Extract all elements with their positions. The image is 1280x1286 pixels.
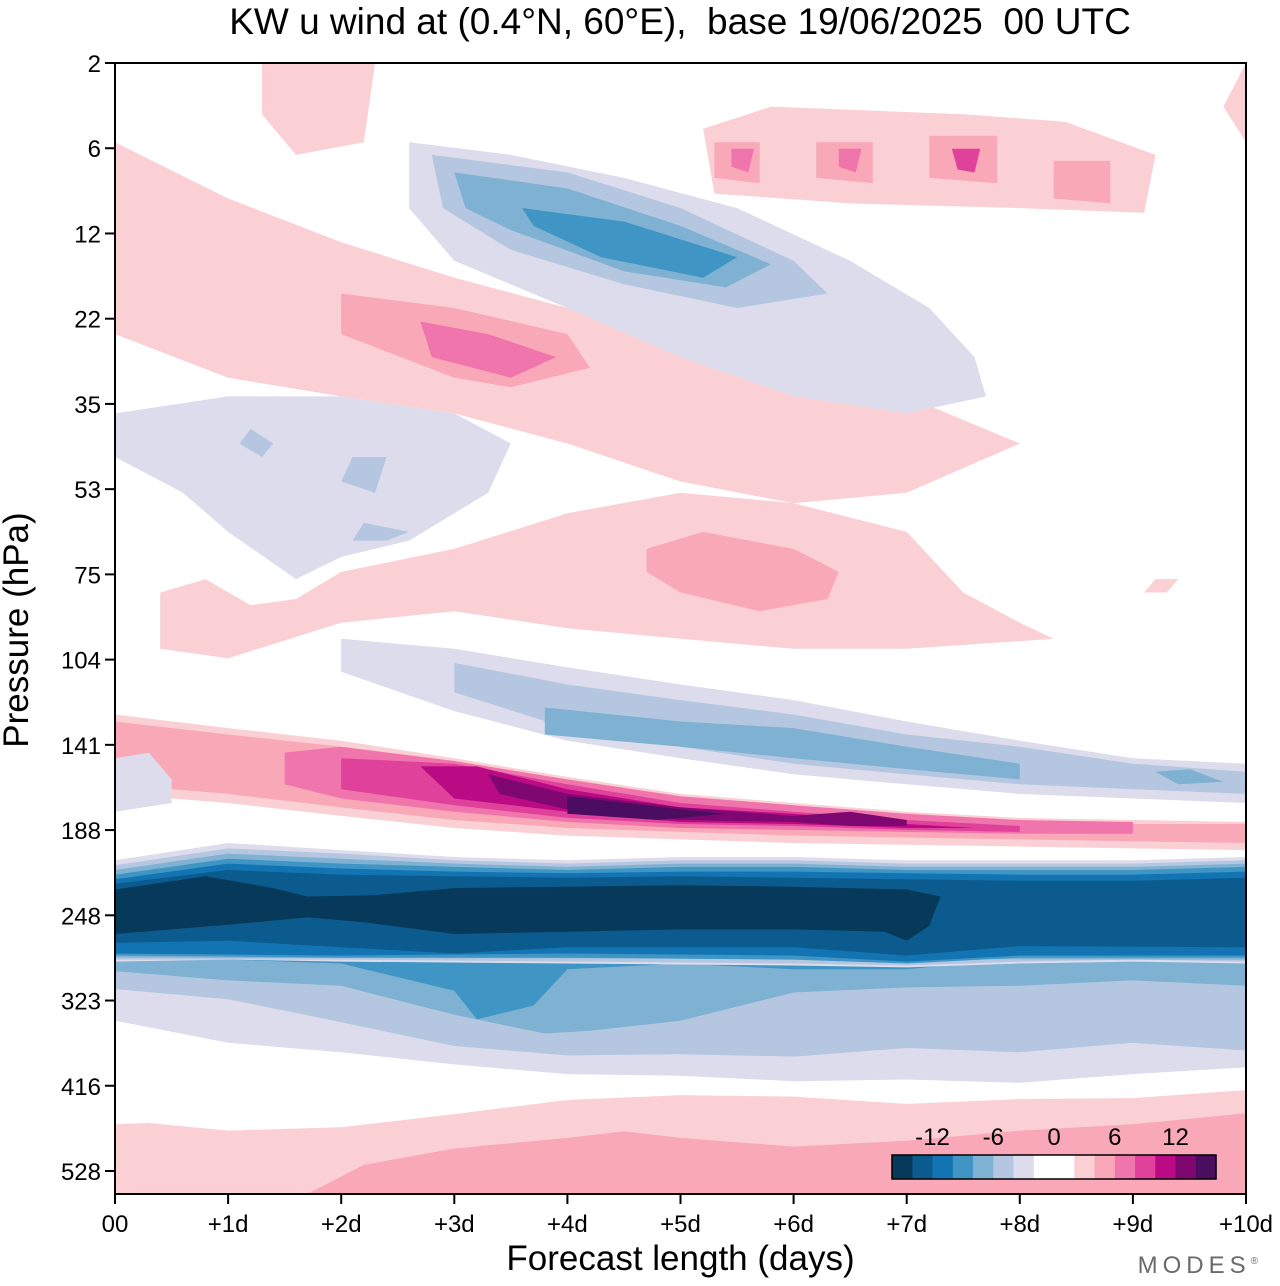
- legend-label: 12: [1162, 1124, 1189, 1151]
- y-tick-label: 2: [88, 51, 101, 78]
- legend-label: 6: [1108, 1124, 1121, 1151]
- y-tick-label: 22: [74, 307, 101, 334]
- y-tick-label: 141: [61, 733, 101, 760]
- contour-band: [341, 457, 387, 493]
- contour-band: [544, 707, 1020, 780]
- legend-swatch: [1195, 1155, 1217, 1179]
- y-tick-label: 104: [61, 648, 101, 675]
- x-tick-label: +9d: [1113, 1211, 1154, 1238]
- contour-band: [420, 321, 557, 378]
- legend-swatch: [973, 1155, 994, 1179]
- x-axis-label: Forecast length (days): [506, 1239, 855, 1278]
- legend-swatch: [932, 1155, 954, 1179]
- contour-band: [624, 809, 647, 816]
- x-tick-label: 00: [102, 1211, 129, 1238]
- contour-band: [838, 148, 862, 173]
- y-tick-label: 248: [61, 903, 101, 930]
- contour-band: [646, 531, 839, 612]
- legend-swatch: [1094, 1155, 1116, 1179]
- legend-swatch: [1175, 1155, 1197, 1179]
- contour-band: [239, 429, 274, 457]
- y-tick-label: 6: [88, 136, 101, 163]
- y-tick-label: 35: [74, 392, 101, 419]
- x-tick-label: +8d: [999, 1211, 1040, 1238]
- contour-band: [1053, 160, 1111, 204]
- y-tick-label: 12: [74, 221, 101, 248]
- x-tick-label: +4d: [547, 1211, 588, 1238]
- legend-swatch: [1054, 1155, 1075, 1179]
- legend-swatch: [912, 1155, 934, 1179]
- legend-swatch: [1155, 1155, 1177, 1179]
- contour-band: [284, 746, 1133, 834]
- contour-band: [115, 142, 1020, 504]
- contour-band: [1008, 897, 1032, 905]
- contour-band: [567, 796, 726, 820]
- contour-band: [115, 876, 941, 941]
- legend-label: 0: [1047, 1124, 1060, 1151]
- y-tick-label: 528: [61, 1159, 101, 1186]
- x-tick-label: +6d: [773, 1211, 814, 1238]
- chart-title: KW u wind at (0.4°N, 60°E), base 19/06/2…: [229, 1, 1131, 42]
- y-tick-label: 416: [61, 1074, 101, 1101]
- legend-swatch: [1114, 1155, 1136, 1179]
- contour-band: [115, 752, 172, 812]
- x-tick-label: +7d: [886, 1211, 927, 1238]
- contour-band: [1144, 579, 1179, 593]
- contour-band: [115, 721, 1246, 843]
- y-axis-label: Pressure (hPa): [0, 512, 36, 748]
- legend-label: -12: [915, 1124, 950, 1151]
- contour-band: [522, 208, 738, 278]
- contour-band: [352, 522, 410, 541]
- legend-swatch: [993, 1155, 1015, 1179]
- contour-band: [115, 714, 1246, 851]
- y-tick-label: 188: [61, 818, 101, 845]
- legend-swatch: [1033, 1155, 1055, 1179]
- legend-label: -6: [983, 1124, 1004, 1151]
- y-tick-label: 53: [74, 477, 101, 504]
- contour-band: [1155, 769, 1224, 785]
- contour-band: [731, 148, 754, 173]
- x-tick-label: +3d: [434, 1211, 475, 1238]
- contour-band: [262, 63, 376, 155]
- legend-swatch: [1135, 1155, 1156, 1179]
- y-tick-label: 75: [74, 562, 101, 589]
- contour-band: [1223, 63, 1246, 143]
- contour-band: [115, 396, 511, 580]
- brand-name: MODES: [1137, 1252, 1251, 1279]
- legend-swatch: [952, 1155, 974, 1179]
- legend-frame: [891, 1154, 1217, 1180]
- y-tick-label: 323: [61, 989, 101, 1016]
- legend-swatch: [1074, 1155, 1096, 1179]
- legend-swatch: [892, 1155, 913, 1179]
- contour-band: [1132, 893, 1213, 918]
- contour-band: [160, 492, 1054, 659]
- x-tick-label: +2d: [321, 1211, 362, 1238]
- brand-logo: MODES®: [1138, 1252, 1258, 1280]
- contour-band: [454, 662, 1246, 794]
- contour-band: [951, 148, 981, 173]
- x-tick-label: +5d: [660, 1211, 701, 1238]
- brand-mark: ®: [1250, 1256, 1258, 1267]
- legend-swatch: [1013, 1155, 1035, 1179]
- x-tick-label: +1d: [208, 1211, 249, 1238]
- x-tick-label: +10d: [1219, 1211, 1273, 1238]
